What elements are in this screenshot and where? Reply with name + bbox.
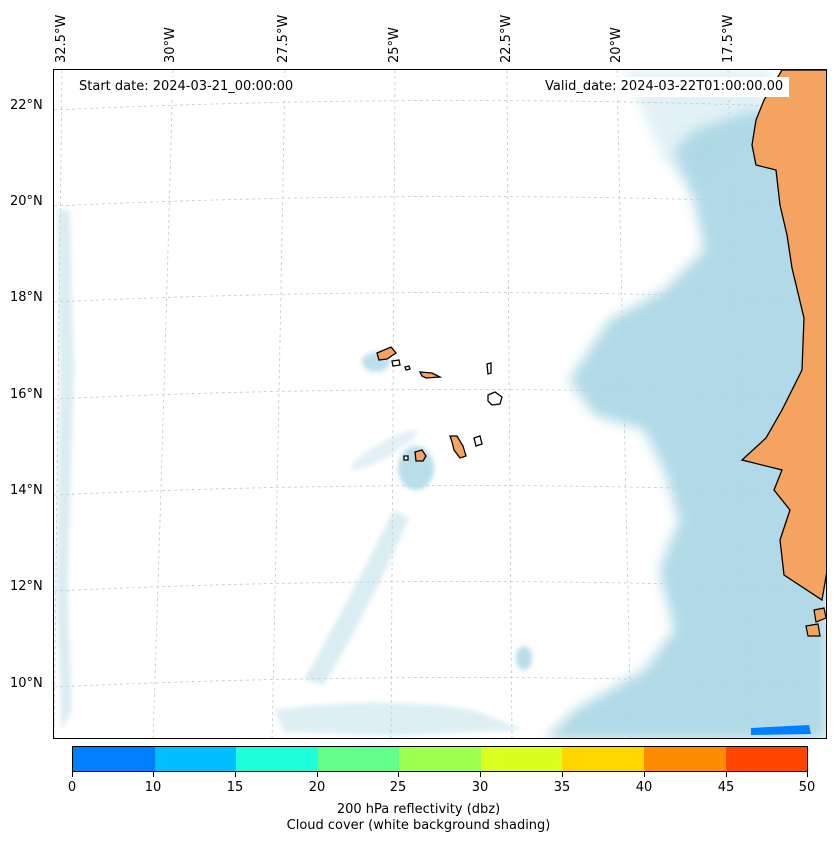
- colorbar-tick-0: [72, 772, 73, 777]
- colorbar-ticklabel-50: 50: [798, 780, 816, 795]
- map-panel: [53, 69, 827, 739]
- gridlines: [54, 70, 826, 738]
- cloud-patch-wisps: [350, 429, 418, 471]
- lat-label-20n: 20°N: [10, 194, 43, 209]
- cloud-streak-south: [274, 702, 524, 736]
- lon-label-20w: 20°W: [609, 27, 624, 63]
- lon-label-27-5w: 27.5°W: [276, 14, 291, 63]
- island-sao-nicolau: [418, 371, 443, 379]
- bissagos-island-2: [805, 623, 821, 637]
- colorbar-ticklabel-0: 0: [67, 780, 77, 795]
- cape-verde-islands: [376, 346, 503, 462]
- colorbar-tick-20: [317, 772, 318, 777]
- lat-label-10n: 10°N: [10, 676, 43, 691]
- lon-label-32-5w: 32.5°W: [54, 14, 69, 63]
- colorbar-segment-1: [154, 747, 237, 771]
- colorbar-ticklabel-20: 20: [308, 780, 326, 795]
- colorbar-segment-8: [725, 747, 808, 771]
- gridline-lat-18: [54, 292, 826, 303]
- colorbar-subtitle: Cloud cover (white background shading): [286, 818, 551, 833]
- colorbar-tick-45: [726, 772, 727, 777]
- colorbar-ticklabel-40: 40: [635, 780, 653, 795]
- lat-label-14n: 14°N: [10, 483, 43, 498]
- cloud-streak-diagonal: [304, 510, 409, 685]
- valid-date-label: Valid_date: 2024-03-22T01:00:00.00: [539, 77, 790, 97]
- island-santiago: [449, 435, 467, 459]
- lon-label-22-5w: 22.5°W: [499, 14, 514, 63]
- colorbar-ticklabel-45: 45: [717, 780, 735, 795]
- colorbar-tick-30: [480, 772, 481, 777]
- island-boa-vista: [487, 391, 503, 406]
- colorbar-tick-50: [807, 772, 808, 777]
- cloud-patch-east: [516, 646, 532, 670]
- island-maio: [473, 435, 483, 447]
- colorbar-ticklabel-35: 35: [553, 780, 571, 795]
- lat-label-22n: 22°N: [10, 98, 43, 113]
- lat-label-12n: 12°N: [10, 579, 43, 594]
- gridline-lon-30: [152, 70, 174, 738]
- gridline-lat-20: [54, 196, 826, 207]
- gridline-lat-16: [54, 389, 826, 400]
- island-santo-antao: [376, 346, 397, 361]
- colorbar-segment-7: [643, 747, 726, 771]
- colorbar-segment-2: [236, 747, 318, 771]
- gridline-lat-10: [54, 677, 826, 688]
- colorbar-tick-10: [153, 772, 154, 777]
- gridline-lat-22: [54, 100, 826, 111]
- cloud-cover: [56, 70, 826, 738]
- colorbar-ticklabel-15: 15: [226, 780, 244, 795]
- cloud-streak-west: [56, 210, 74, 730]
- colorbar-segment-5: [480, 747, 563, 771]
- cloud-band-coastal: [546, 110, 826, 738]
- island-santa-luzia: [404, 365, 411, 371]
- colorbar-tick-15: [235, 772, 236, 777]
- island-sal: [486, 362, 492, 375]
- island-brava: [403, 455, 409, 461]
- colorbar-segment-4: [399, 747, 481, 771]
- colorbar-ticklabel-10: 10: [144, 780, 162, 795]
- start-date-label: Start date: 2024-03-21_00:00:00: [73, 77, 300, 97]
- map-canvas: [54, 70, 826, 738]
- cloud-haze-north: [624, 70, 774, 190]
- colorbar-segment-6: [562, 747, 644, 771]
- colorbar-tick-25: [398, 772, 399, 777]
- reflectivity-patch: [751, 725, 811, 735]
- colorbar-tick-35: [562, 772, 563, 777]
- island-sao-vicente: [391, 359, 401, 367]
- colorbar-segment-3: [317, 747, 400, 771]
- gridline-lat-14: [54, 485, 826, 496]
- africa-mainland: [740, 70, 826, 602]
- colorbar-segment-0: [73, 747, 155, 771]
- lat-label-16n: 16°N: [10, 387, 43, 402]
- bissagos-island-1: [813, 607, 826, 623]
- colorbar: [72, 746, 808, 772]
- lat-label-18n: 18°N: [10, 290, 43, 305]
- gridline-lon-25: [390, 70, 396, 738]
- colorbar-title: 200 hPa reflectivity (dbz): [336, 802, 501, 817]
- gridline-lon-22-5: [506, 70, 513, 738]
- lon-label-25w: 25°W: [387, 27, 402, 63]
- lon-label-17-5w: 17.5°W: [721, 14, 736, 63]
- gridline-lon-27-5: [271, 70, 286, 738]
- gridline-lat-12: [54, 581, 826, 592]
- colorbar-ticklabel-30: 30: [471, 780, 489, 795]
- colorbar-tick-40: [644, 772, 645, 777]
- lon-label-30w: 30°W: [163, 27, 178, 63]
- island-fogo: [414, 449, 427, 462]
- colorbar-ticklabel-25: 25: [389, 780, 407, 795]
